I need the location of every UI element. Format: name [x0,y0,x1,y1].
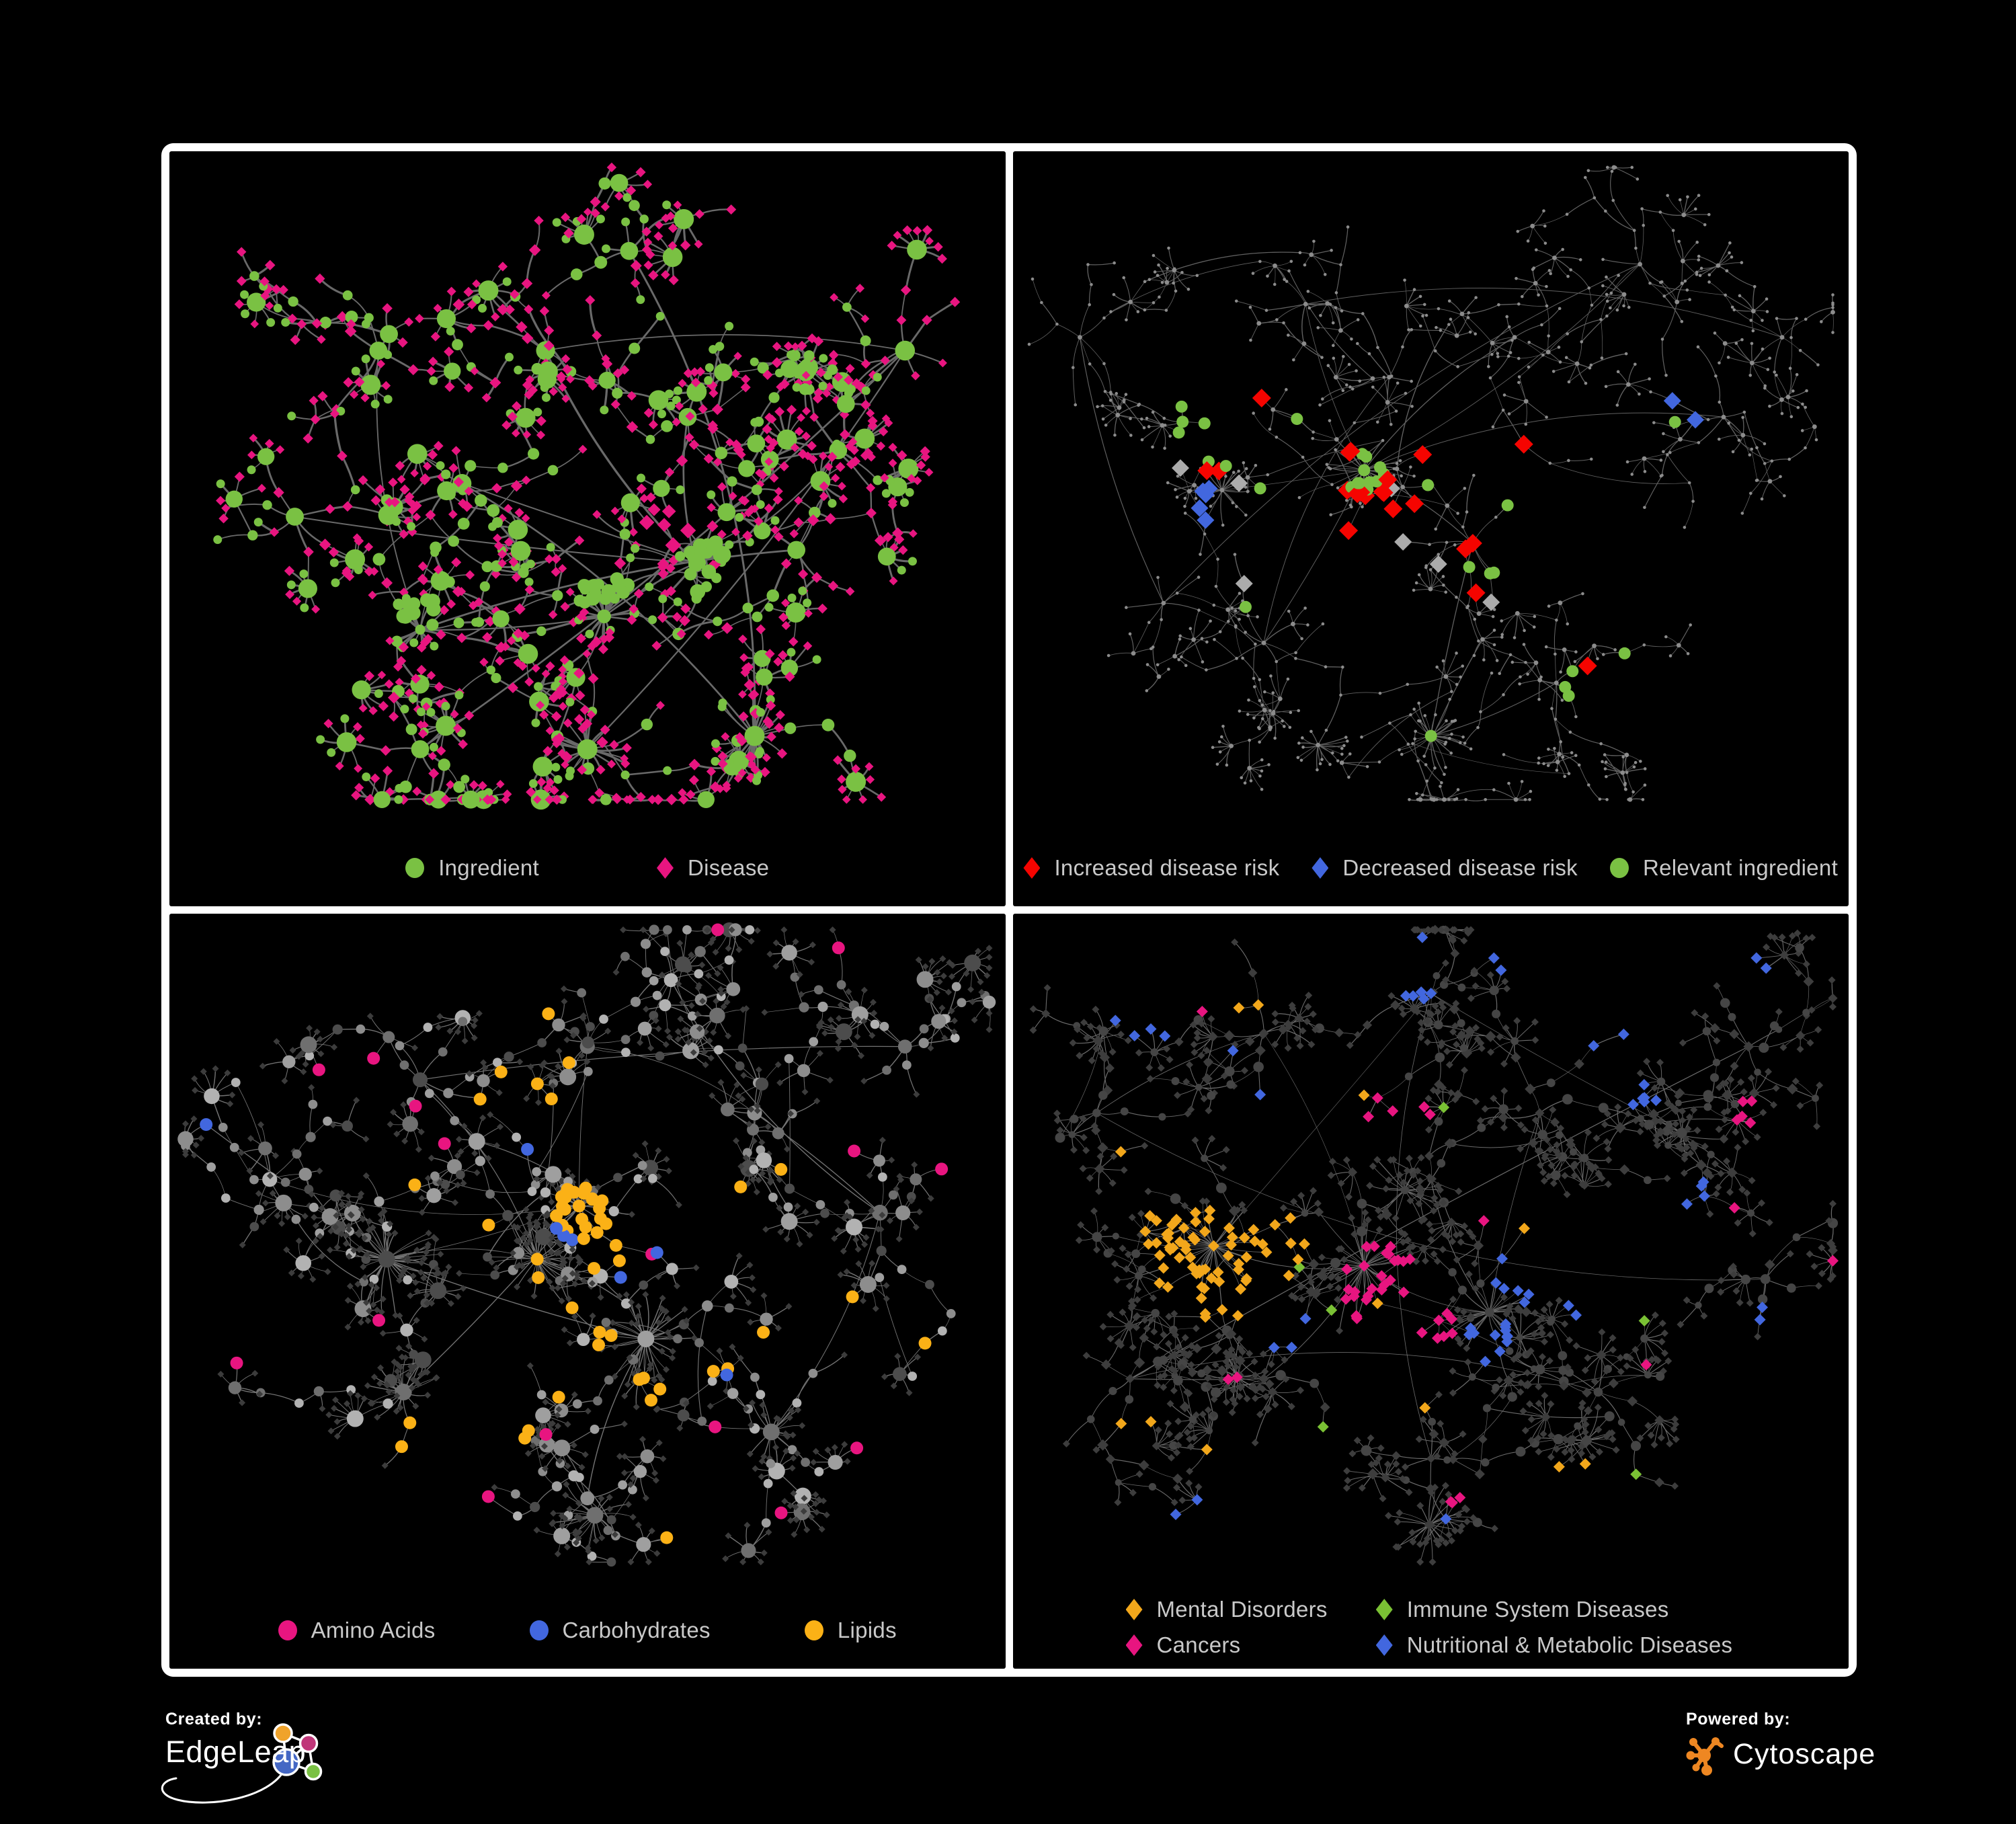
cytoscape-wordmark: Cytoscape [1733,1737,1876,1770]
legend-item-carbohydrates: Carbohydrates [529,1618,711,1643]
legend-item-relevant-ingredient: Relevant ingredient [1609,855,1839,881]
legend-disease-classes: Mental Disorders Immune System Diseases Ca… [1125,1597,1733,1658]
legend-disease-risk: Increased disease risk Decreased disease … [1013,855,1849,881]
legend-item-nutritional-metabolic-diseases: Nutritional & Metabolic Diseases [1375,1632,1733,1658]
network-disease-risk [1027,165,1835,802]
legend-label: Disease [687,855,770,880]
legend-label: Increased disease risk [1054,855,1280,880]
decreased-disease-risk-swatch-diamond-icon [1312,857,1329,879]
network-nutrient-classes [177,922,996,1567]
ingredient-swatch-circle-icon [405,858,425,878]
carbohydrates-swatch-circle-icon [529,1620,549,1640]
panels-grid: Ingredient Disease Increased disease risk… [161,143,1857,1677]
cancers-swatch-diamond-icon [1125,1634,1143,1656]
legend-nutrient-classes: Amino Acids Carbohydrates Lipids [169,1618,1006,1643]
mental-disorders-swatch-diamond-icon [1125,1599,1143,1620]
legend-item-mental-disorders: Mental Disorders [1125,1597,1328,1622]
created-by-block: Created by: EdgeLeap [161,1710,323,1804]
legend-label: Carbohydrates [562,1618,711,1642]
cytoscape-logo-icon [1686,1737,1724,1776]
legend-label: Cancers [1156,1632,1241,1657]
created-by-label: Created by: [165,1710,263,1729]
immune-system-diseases-swatch-diamond-icon [1375,1599,1393,1620]
legend-item-immune-system-diseases: Immune System Diseases [1375,1597,1733,1622]
edgeleap-logo-icon [161,1723,323,1804]
panel-ingredient-disease: Ingredient Disease [169,151,1006,906]
legend-item-disease: Disease [656,855,770,881]
amino-acids-swatch-circle-icon [278,1620,297,1640]
legend-item-ingredient: Ingredient [405,855,539,881]
legend-label: Decreased disease risk [1342,855,1578,880]
panel-disease-classes: Mental Disorders Immune System Diseases Ca… [1012,914,1849,1669]
edgeleap-wordmark: EdgeLeap [165,1735,307,1769]
legend-label: Immune System Diseases [1406,1597,1669,1622]
legend-label: Amino Acids [311,1618,436,1642]
nutritional-metabolic-diseases-swatch-diamond-icon [1375,1634,1393,1656]
legend-item-decreased-disease-risk: Decreased disease risk [1312,855,1578,881]
legend-item-amino-acids: Amino Acids [278,1618,436,1643]
lipids-swatch-circle-icon [804,1620,823,1640]
legend-label: Relevant ingredient [1642,855,1839,880]
panel-nutrient-classes: Amino Acids Carbohydrates Lipids [169,914,1006,1669]
legend-item-cancers: Cancers [1125,1632,1328,1658]
relevant-ingredient-swatch-circle-icon [1609,858,1629,878]
panel-disease-risk: Increased disease risk Decreased disease … [1012,151,1849,906]
legend-label: Nutritional & Metabolic Diseases [1406,1632,1733,1657]
network-ingredient-disease [213,162,961,810]
network-disease-classes [1029,924,1839,1566]
increased-disease-risk-swatch-diamond-icon [1023,857,1041,879]
legend-label: Lipids [837,1618,897,1642]
powered-by-block: Powered by: Cytoscape [1686,1710,1876,1776]
legend-label: Ingredient [438,855,539,880]
legend-ingredient-disease: Ingredient Disease [169,855,1006,881]
legend-item-increased-disease-risk: Increased disease risk [1023,855,1279,881]
disease-swatch-diamond-icon [656,857,674,879]
powered-by-label: Powered by: [1686,1710,1791,1729]
legend-label: Mental Disorders [1156,1597,1328,1622]
legend-item-lipids: Lipids [804,1618,897,1643]
